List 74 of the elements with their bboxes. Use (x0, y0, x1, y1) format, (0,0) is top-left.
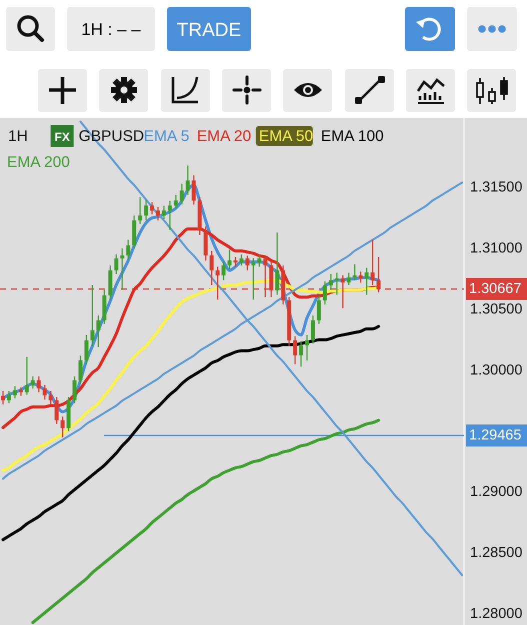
candlestick (126, 239, 130, 260)
candlestick (72, 376, 77, 404)
candlestick (305, 334, 310, 362)
candlestick (168, 200, 172, 231)
text: EMA 50 (258, 128, 314, 145)
candlestick (90, 284, 94, 347)
text: 1H : – – (81, 20, 142, 39)
candlestick (328, 273, 333, 290)
candlestick (150, 201, 154, 215)
candlestick (299, 340, 304, 368)
text: EMA 100 (320, 128, 384, 145)
candlestick (322, 280, 327, 306)
candlestick (293, 336, 298, 365)
fx-badge: FX (50, 125, 74, 147)
annotation: FX (54, 130, 70, 144)
candlestick (12, 386, 17, 399)
candlestick (334, 272, 339, 296)
candlestick (114, 254, 118, 275)
candlestick (263, 255, 268, 298)
text: 1H (8, 128, 28, 145)
candlestick (310, 314, 315, 344)
candlestick (84, 334, 88, 365)
candlestick (42, 384, 47, 400)
candlestick (78, 355, 82, 384)
candlestick (370, 239, 375, 286)
candlestick (54, 396, 59, 425)
candlestick (364, 267, 369, 296)
y-tick-label: 1.29000 (470, 484, 522, 500)
candlestick (174, 194, 178, 209)
candlestick (222, 261, 226, 281)
y-tick-label: 1.28500 (470, 545, 522, 562)
candlestick (316, 295, 321, 325)
candlestick (210, 250, 214, 286)
candlestick (233, 256, 238, 268)
candlestick (120, 248, 124, 290)
y-tick-label: 1.31000 (470, 240, 522, 256)
candlestick (6, 390, 11, 404)
y-tick-label: 1.30500 (470, 301, 522, 318)
text: EMA 5 (144, 128, 190, 145)
text: EMA 20 (196, 128, 252, 145)
text: TRADE (176, 20, 242, 41)
candlestick (192, 174, 196, 206)
candlestick (216, 266, 220, 300)
candlestick (24, 356, 29, 396)
candlestick (352, 264, 357, 281)
text: EMA 200 (7, 154, 70, 171)
candlestick (30, 376, 35, 390)
candlestick (96, 314, 100, 348)
candlestick (60, 416, 65, 438)
candlestick (251, 258, 256, 300)
candlestick (275, 232, 280, 296)
candlestick (358, 270, 363, 284)
candlestick (340, 274, 345, 309)
candlestick (346, 272, 351, 286)
y-tick-label: 1.31500 (470, 179, 522, 196)
candlestick (180, 183, 184, 206)
line-series (31, 418, 380, 624)
candlestick (48, 390, 53, 406)
candlestick (228, 249, 232, 270)
candlestick (376, 256, 381, 293)
candlestick (144, 199, 148, 221)
candlestick (36, 376, 41, 393)
ref-line-label: 1.30667 (469, 280, 522, 297)
candlestick (257, 254, 262, 268)
ref-line-label: 1.29465 (469, 427, 522, 444)
candlestick (138, 196, 142, 225)
candlestick (186, 164, 190, 196)
candlestick (245, 255, 250, 271)
candlestick (162, 205, 166, 220)
candlestick (239, 254, 244, 266)
candlestick (1, 390, 5, 406)
y-tick-label: 1.30000 (470, 362, 522, 378)
y-tick-label: 1.28000 (470, 606, 522, 622)
candlestick (156, 206, 160, 221)
